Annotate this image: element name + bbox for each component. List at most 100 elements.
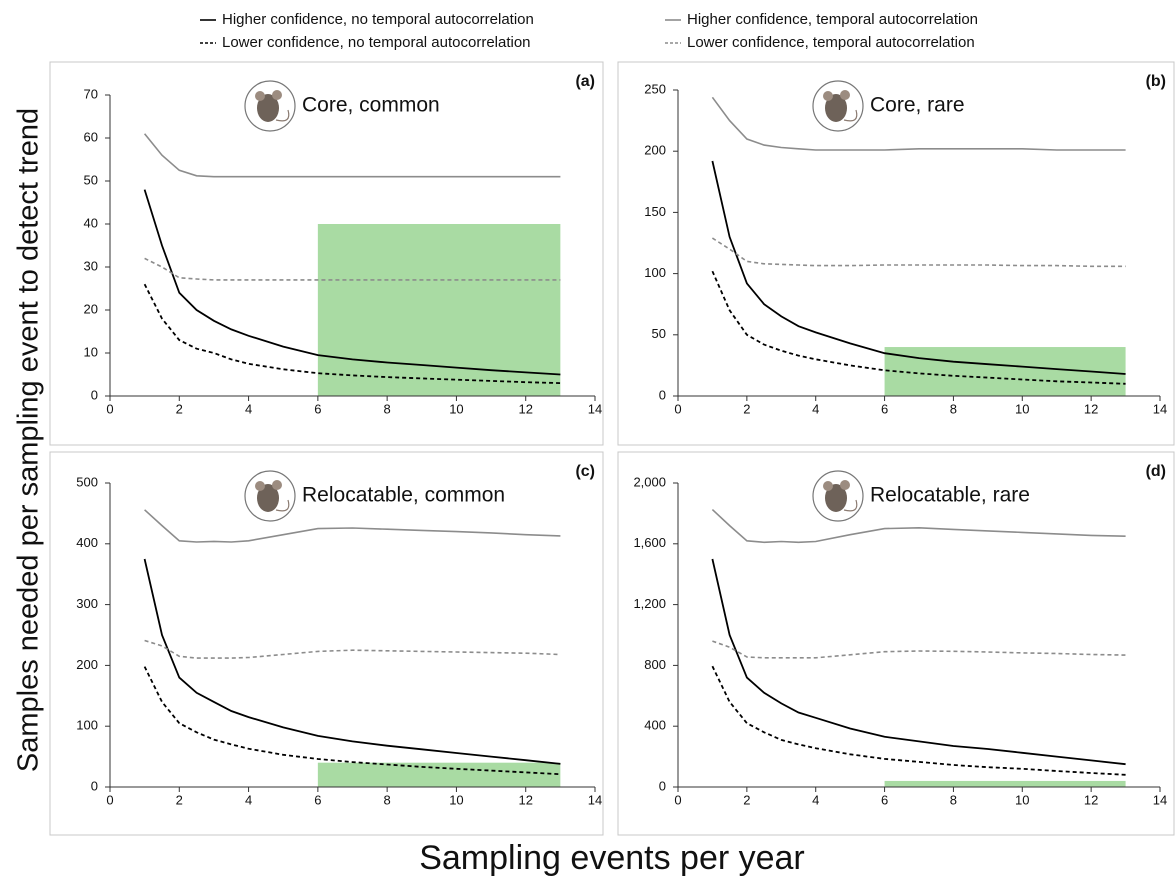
series-line [143,189,561,376]
y-tick-label: 800 [644,657,666,672]
y-tick-label: 100 [644,265,666,280]
x-tick-label: 12 [518,401,532,416]
y-tick-label: 0 [91,387,98,402]
icon-ear [255,91,265,101]
icon-ear [840,90,850,100]
series-line [711,237,1126,268]
y-tick-label: 200 [76,657,98,672]
x-tick-label: 0 [106,401,113,416]
series-line [711,270,1126,385]
icon-mouse [257,94,279,122]
y-tick-label: 70 [84,86,98,101]
series-line [143,283,561,384]
icon-tail [843,109,858,122]
y-tick-label: 400 [644,718,666,733]
y-tick-label: 30 [84,258,98,273]
series-line [143,558,561,765]
icon-ear [272,480,282,490]
y-tick-label: 0 [659,387,666,402]
y-tick-label: 10 [84,344,98,359]
y-tick-label: 2,000 [633,474,666,489]
icon-tail [843,499,858,512]
panel-title: Core, rare [870,94,965,117]
series-line [711,509,1126,544]
x-tick-label: 6 [314,792,321,807]
legend-label: Lower confidence, temporal autocorrelati… [687,34,975,51]
legend-label: Higher confidence, temporal autocorrelat… [687,11,978,28]
series-line [144,257,561,281]
y-tick-label: 500 [76,474,98,489]
y-tick-label: 50 [652,326,666,341]
y-tick-label: 50 [84,172,98,187]
panel-title: Relocatable, common [302,484,505,507]
x-tick-label: 6 [881,792,888,807]
y-tick-label: 300 [76,596,98,611]
series-line [143,666,561,776]
x-tick-label: 8 [384,401,391,416]
x-tick-label: 14 [588,792,602,807]
y-tick-label: 200 [644,143,666,158]
icon-mouse [825,484,847,512]
series-line [711,160,1126,375]
x-tick-label: 12 [1084,792,1098,807]
x-tick-label: 12 [1084,401,1098,416]
y-tick-label: 0 [659,778,666,793]
panel-label: (d) [1146,463,1166,480]
x-tick-label: 14 [1153,401,1167,416]
x-tick-label: 4 [245,792,252,807]
icon-ear [823,91,833,101]
highlight-region [884,780,1126,787]
x-tick-label: 14 [1153,792,1167,807]
x-tick-label: 2 [176,401,183,416]
x-tick-label: 6 [314,401,321,416]
y-tick-label: 150 [644,204,666,219]
x-tick-label: 8 [384,792,391,807]
panel-frame [617,451,1175,836]
icon-mouse [257,484,279,512]
highlight-region [317,224,561,396]
x-tick-label: 12 [518,792,532,807]
x-tick-label: 2 [176,792,183,807]
panel-label: (a) [575,73,595,90]
x-axis-label: Sampling events per year [419,839,805,877]
icon-ear [823,481,833,491]
icon-ear [272,90,282,100]
x-tick-label: 0 [674,401,681,416]
y-tick-label: 400 [76,535,98,550]
x-tick-label: 0 [674,792,681,807]
x-tick-label: 10 [1015,792,1029,807]
legend-label: Higher confidence, no temporal autocorre… [222,11,534,28]
y-tick-label: 20 [84,301,98,316]
series-line [711,96,1126,151]
panel-label: (b) [1146,73,1166,90]
y-tick-label: 0 [91,778,98,793]
panel-title: Core, common [302,94,440,117]
icon-ear [840,480,850,490]
y-tick-label: 60 [84,129,98,144]
x-tick-label: 14 [588,401,602,416]
x-tick-label: 4 [812,792,819,807]
y-tick-label: 100 [76,718,98,733]
series-line [711,665,1126,776]
legend-label: Lower confidence, no temporal autocorrel… [222,34,531,51]
x-tick-label: 2 [743,792,750,807]
y-tick-label: 1,600 [633,535,666,550]
y-tick-label: 250 [644,81,666,96]
series-line [143,133,561,178]
panel-frame [617,61,1175,446]
x-tick-label: 6 [881,401,888,416]
x-tick-label: 4 [812,401,819,416]
x-tick-label: 10 [449,401,463,416]
series-line [144,509,561,543]
icon-mouse [825,94,847,122]
panel-frame [49,451,604,836]
icon-ear [255,481,265,491]
icon-tail [275,499,290,512]
x-tick-label: 8 [950,401,957,416]
series-line [144,639,561,659]
x-tick-label: 2 [743,401,750,416]
highlight-region [317,762,561,787]
y-tick-label: 40 [84,215,98,230]
icon-tail [275,109,290,122]
